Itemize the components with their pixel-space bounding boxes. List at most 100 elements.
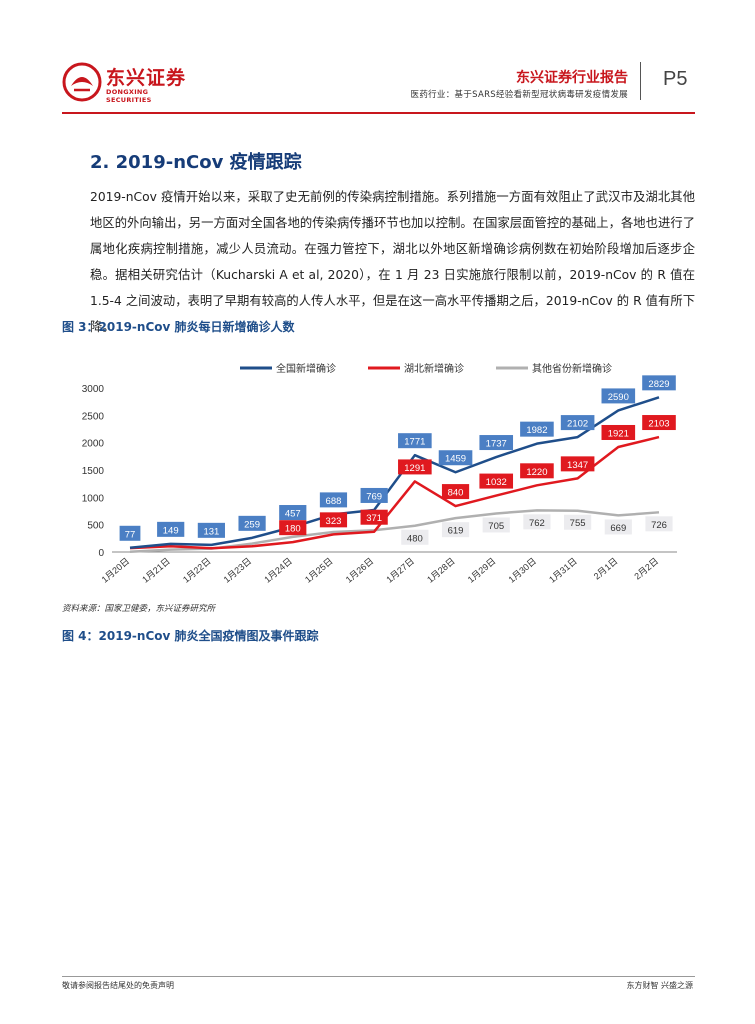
data-label: 1291 <box>404 463 425 474</box>
data-label-box <box>360 509 388 525</box>
data-label-box <box>642 415 676 431</box>
data-label-box <box>564 514 592 530</box>
x-tick-label: 1月27日 <box>384 556 416 585</box>
data-label-box <box>401 529 429 545</box>
company-logo: 东兴证券 DONGXING SECURITIES <box>62 60 192 104</box>
data-label-box <box>523 514 551 530</box>
data-label-box <box>642 375 676 391</box>
data-label: 1771 <box>404 437 425 448</box>
x-tick-label: 1月24日 <box>262 556 294 585</box>
header-rule <box>62 112 695 114</box>
legend-label: 其他省份新增确诊 <box>532 362 612 375</box>
data-label-box <box>238 515 266 531</box>
data-label-box <box>319 512 348 528</box>
legend-label: 全国新增确诊 <box>276 362 336 375</box>
logo-mark-icon <box>62 62 102 102</box>
data-label: 762 <box>529 518 545 529</box>
data-source: 资料来源：国家卫健委，东兴证券研究所 <box>62 604 216 614</box>
y-tick-label: 3000 <box>82 384 105 395</box>
x-tick-label: 1月31日 <box>547 556 579 585</box>
data-label: 1459 <box>445 454 466 465</box>
data-label-box <box>279 505 307 521</box>
x-tick-label: 1月21日 <box>140 556 172 585</box>
data-label-box <box>279 520 307 536</box>
data-label-box <box>479 435 514 451</box>
x-tick-label: 1月30日 <box>506 556 538 585</box>
data-label: 2103 <box>648 419 669 430</box>
data-label: 619 <box>448 526 464 537</box>
data-label: 688 <box>326 496 342 507</box>
x-tick-label: 1月29日 <box>466 556 498 585</box>
data-label: 1737 <box>486 439 507 450</box>
data-label-box <box>157 521 185 537</box>
data-label: 371 <box>366 513 382 524</box>
data-label-box <box>398 459 432 475</box>
data-label-box <box>520 463 554 479</box>
legend-label: 湖北新增确诊 <box>404 362 464 375</box>
x-tick-label: 1月26日 <box>344 556 376 585</box>
data-label: 1982 <box>526 425 547 436</box>
data-label-box <box>520 421 554 437</box>
data-label: 323 <box>326 516 342 527</box>
data-label: 755 <box>570 518 586 529</box>
data-label: 840 <box>448 488 464 499</box>
data-label-box <box>197 522 225 538</box>
data-label-box <box>360 487 388 503</box>
data-label-box <box>119 525 141 541</box>
x-tick-label: 1月28日 <box>425 556 457 585</box>
section-paragraph: 2019-nCov 疫情开始以来，采取了史无前例的传染病控制措施。系列措施一方面… <box>90 190 695 334</box>
x-tick-label: 1月22日 <box>181 556 213 585</box>
data-label: 1921 <box>608 428 629 439</box>
footer-disclaimer: 敬请参阅报告结尾处的免责声明 <box>62 981 174 990</box>
y-tick-label: 2500 <box>82 411 105 422</box>
data-label: 131 <box>203 526 219 537</box>
data-label-box <box>601 388 636 404</box>
data-label-box <box>482 517 510 533</box>
data-label: 2590 <box>608 392 629 403</box>
section-title: 2. 2019-nCov 疫情跟踪 <box>90 152 302 173</box>
data-label-box <box>604 519 632 535</box>
logo-chinese-name: 东兴证券 <box>106 67 187 89</box>
data-label-box <box>398 433 432 449</box>
data-label: 1347 <box>567 460 588 471</box>
y-tick-label: 1500 <box>82 466 105 477</box>
report-subtitle: 医药行业：基于SARS经验看新型冠状病毒研发疫情发展 <box>410 90 628 100</box>
data-label-box <box>438 450 473 466</box>
data-label: 480 <box>407 533 423 544</box>
footer-rule <box>62 976 695 977</box>
y-tick-label: 2000 <box>82 439 105 450</box>
report-title: 东兴证券行业报告 <box>516 70 628 86</box>
data-label: 2102 <box>567 419 588 430</box>
page-number: P5 <box>663 68 688 90</box>
data-label: 705 <box>488 521 504 532</box>
data-label: 259 <box>244 519 260 530</box>
x-tick-label: 2月2日 <box>632 556 660 582</box>
series-line <box>129 396 660 550</box>
figure4-caption: 图 4：2019-nCov 肺炎全国疫情图及事件跟踪 <box>62 629 319 643</box>
footer-slogan: 东方财智 兴盛之源 <box>626 981 693 990</box>
y-tick-label: 500 <box>87 521 104 532</box>
data-label: 457 <box>285 509 301 520</box>
x-tick-label: 2月1日 <box>592 556 620 582</box>
data-label-box <box>441 522 470 538</box>
data-label-box <box>560 415 595 431</box>
data-label: 77 <box>125 529 136 540</box>
data-label: 149 <box>163 525 179 536</box>
x-tick-label: 1月20日 <box>100 556 132 585</box>
series-line <box>129 435 660 550</box>
data-label: 1220 <box>526 467 547 478</box>
logo-english-name: DONGXING SECURITIES <box>106 88 152 104</box>
data-label-box <box>645 516 673 532</box>
header-divider <box>640 62 641 100</box>
data-label: 769 <box>366 491 382 502</box>
figure3-caption: 图 3：2019-nCov 肺炎每日新增确诊人数 <box>62 320 295 334</box>
data-label-box <box>601 424 636 440</box>
data-label-box <box>319 492 348 508</box>
daily-new-cases-chart: 0 500 1000 1500 2000 2500 3000 1月20日 1月21日 1月22日 1… <box>82 362 677 585</box>
data-label: 726 <box>651 520 667 531</box>
data-label: 1032 <box>486 477 507 488</box>
data-label-box <box>560 456 595 472</box>
y-tick-label: 1000 <box>82 493 105 504</box>
data-label: 180 <box>285 524 301 535</box>
y-tick-label: 0 <box>98 548 104 559</box>
